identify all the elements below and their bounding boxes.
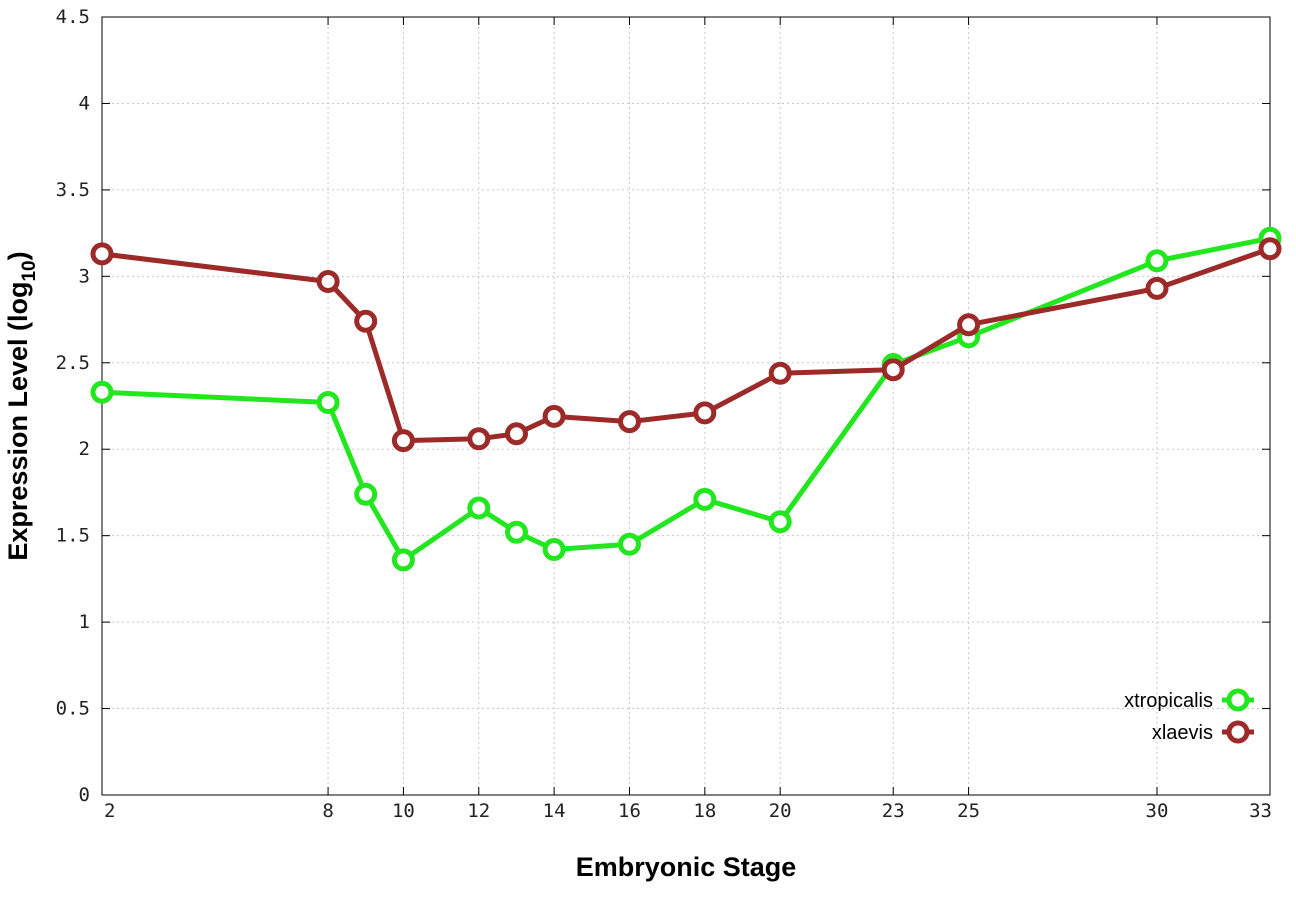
series-line-xlaevis xyxy=(101,246,1271,444)
x-tick-label: 16 xyxy=(618,800,641,822)
x-tick-label: 18 xyxy=(693,800,716,822)
data-point-xlaevis xyxy=(391,429,415,453)
x-tick-label: 30 xyxy=(1146,800,1169,822)
data-point-xlaevis xyxy=(618,410,641,434)
y-tick-label: 1.5 xyxy=(56,525,90,547)
data-point-xtropicalis xyxy=(618,532,641,556)
data-point-xlaevis xyxy=(1258,237,1282,261)
y-tick-label: 1 xyxy=(79,611,90,633)
x-tick-label: 10 xyxy=(392,800,415,822)
data-point-xlaevis xyxy=(957,313,981,337)
legend-swatch-marker-xlaevis xyxy=(1226,720,1250,744)
data-point-xlaevis xyxy=(542,404,566,428)
y-tick-label: 4.5 xyxy=(56,6,90,28)
x-tick-label: 23 xyxy=(882,800,905,822)
data-point-xlaevis xyxy=(316,270,340,293)
y-axis-title-main: Expression Level (log xyxy=(3,282,33,561)
x-tick-label: 33 xyxy=(1249,800,1272,822)
data-point-xlaevis xyxy=(768,361,792,385)
data-point-xtropicalis xyxy=(90,380,114,404)
y-axis-title-subscript: 10 xyxy=(19,260,40,281)
data-point-xlaevis xyxy=(467,427,491,451)
x-axis-title: Embryonic Stage xyxy=(576,852,797,882)
grid xyxy=(102,17,1270,795)
y-tick-label: 4 xyxy=(79,92,90,114)
data-point-xtropicalis xyxy=(354,482,378,506)
data-point-xtropicalis xyxy=(391,548,415,572)
x-tick-label: 14 xyxy=(543,800,566,822)
x-tick-label: 2 xyxy=(104,800,115,822)
y-axis: 0 0.5 1 1.5 2 2.5 3 3.5 4 4.5 xyxy=(56,6,1270,806)
legend-label-xlaevis: xlaevis xyxy=(1152,722,1213,744)
y-tick-label: 3.5 xyxy=(56,179,90,201)
x-tick-label: 20 xyxy=(769,800,792,822)
y-axis-title-close: ) xyxy=(3,251,33,260)
y-tick-label: 2 xyxy=(79,438,90,460)
data-point-xtropicalis xyxy=(693,487,717,511)
series-layer xyxy=(90,226,1282,572)
legend-swatch-marker-xtropicalis xyxy=(1226,688,1250,712)
legend-label-xtropicalis: xtropicalis xyxy=(1124,690,1213,712)
x-tick-label: 8 xyxy=(322,800,333,822)
data-point-xlaevis xyxy=(1145,276,1169,300)
y-tick-label: 0 xyxy=(79,784,90,806)
data-point-xtropicalis xyxy=(768,510,792,534)
y-tick-label: 2.5 xyxy=(56,352,90,374)
y-tick-label: 3 xyxy=(79,265,90,287)
data-point-xlaevis xyxy=(90,242,114,266)
data-point-xlaevis xyxy=(354,309,378,333)
data-point-xlaevis xyxy=(881,358,905,382)
data-point-xlaevis xyxy=(693,401,717,425)
plot-frame xyxy=(101,16,1271,796)
data-point-xtropicalis xyxy=(1145,249,1169,273)
data-point-xtropicalis xyxy=(542,538,566,561)
legend: xtropicalis xlaevis xyxy=(1124,688,1254,744)
data-point-xlaevis xyxy=(505,422,528,446)
x-tick-label: 25 xyxy=(957,800,980,822)
y-tick-label: 0.5 xyxy=(56,698,90,720)
data-point-xtropicalis xyxy=(316,391,340,414)
data-point-xtropicalis xyxy=(467,496,491,520)
data-point-xtropicalis xyxy=(505,520,528,544)
x-axis: 2 8 10 12 14 16 18 20 23 25 30 33 xyxy=(101,17,1272,822)
y-axis-title: Expression Level (log10) xyxy=(3,251,40,560)
series-line-xtropicalis xyxy=(101,235,1271,563)
x-tick-label: 12 xyxy=(467,800,490,822)
